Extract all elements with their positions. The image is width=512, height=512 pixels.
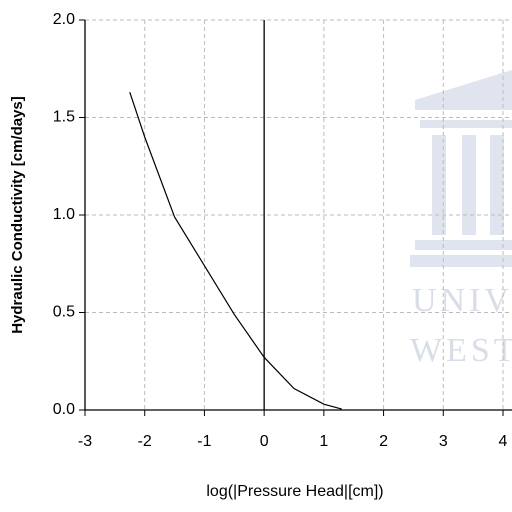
- x-tick-label: -2: [138, 433, 152, 450]
- y-tick-label: 1.0: [53, 206, 75, 223]
- y-axis-label: Hydraulic Conductivity [cm/days]: [9, 96, 26, 334]
- y-tick-label: 0.5: [53, 304, 75, 321]
- y-tick-label: 1.5: [53, 109, 75, 126]
- x-tick-label: -1: [197, 433, 211, 450]
- x-tick-label: 3: [439, 433, 448, 450]
- watermark-text: WEST: [410, 332, 512, 369]
- x-tick-label: 1: [319, 433, 328, 450]
- watermark-logo: [410, 70, 512, 267]
- x-tick-label: 4: [499, 433, 508, 450]
- data-line: [129, 91, 342, 410]
- x-tick-label: -3: [78, 433, 92, 450]
- y-tick-label: 2.0: [53, 11, 75, 28]
- x-tick-label: 2: [379, 433, 388, 450]
- y-tick-label: 0.0: [53, 401, 75, 418]
- x-tick-label: 0: [260, 433, 269, 450]
- watermark-text: UNIV: [412, 282, 512, 319]
- x-axis-label: log(|Pressure Head|[cm]): [206, 483, 383, 500]
